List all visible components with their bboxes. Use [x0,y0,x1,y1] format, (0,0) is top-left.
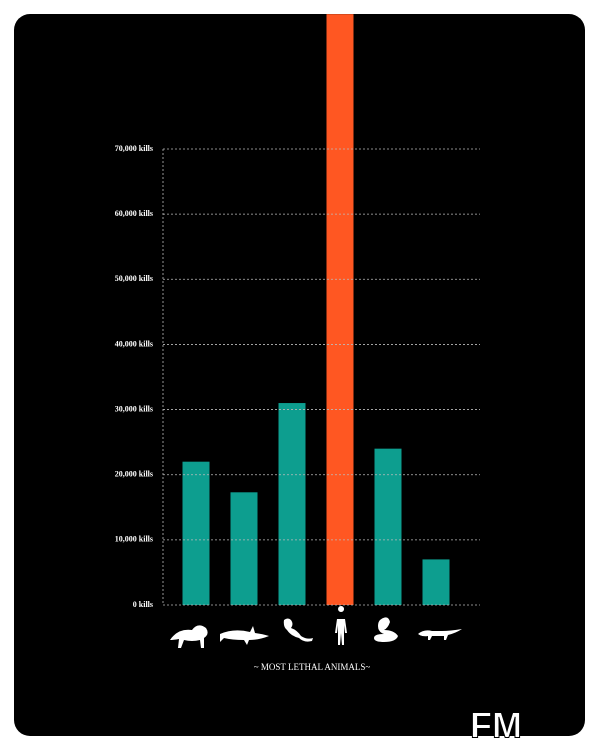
y-tick-label: 40,000 kills [115,339,153,348]
snake-icon [374,617,398,642]
y-tick-label: 10,000 kills [115,535,153,544]
plot [182,14,450,605]
bar [374,448,402,605]
y-tick-label: 70,000 kills [115,144,153,153]
bar [422,559,450,605]
crocodile-icon [418,629,462,640]
scorpion-icon [283,618,313,642]
bar [278,403,306,605]
y-tick-label: 0 kills [133,600,153,609]
human-icon [335,606,347,645]
bar [326,14,354,605]
y-tick-label: 20,000 kills [115,470,153,479]
lion-icon [170,625,208,648]
icons [170,606,462,648]
logo: FM [470,705,522,746]
bar [230,492,258,605]
y-tick-label: 60,000 kills [115,209,153,218]
shark-icon [220,626,269,645]
y-tick-label: 50,000 kills [115,274,153,283]
bar [182,461,210,605]
y-tick-label: 30,000 kills [115,404,153,413]
chart-title: ~ MOST LETHAL ANIMALS~ [254,662,371,672]
card [14,14,585,736]
